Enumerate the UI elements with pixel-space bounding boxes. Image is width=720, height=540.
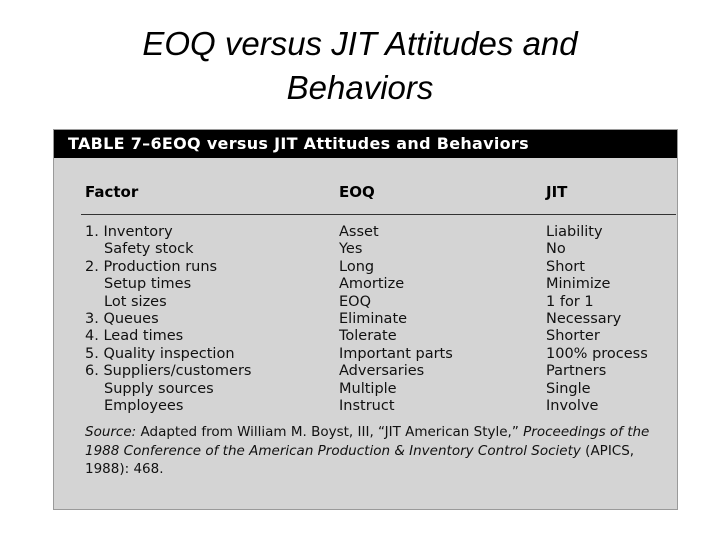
cell-jit: Single (546, 380, 591, 397)
cell-eoq: Asset (339, 224, 379, 240)
cell-jit: Partners (546, 363, 607, 380)
table-row: 1. Inventory Asset Liability (54, 224, 677, 241)
cell-eoq: Multiple (339, 380, 397, 397)
cell-jit: Liability (546, 224, 603, 240)
header-factor: Factor (85, 183, 139, 201)
source-text-2: (APICS, 1988): 468. (85, 442, 635, 478)
slide-title: EOQ versus JIT Attitudes and Behaviors (0, 22, 720, 110)
cell-eoq: Tolerate (339, 328, 397, 345)
table-row: Safety stock Yes No (54, 241, 677, 258)
cell-factor: Safety stock (104, 241, 194, 258)
table-row: 6. Suppliers/customers Adversaries Partner… (54, 363, 677, 380)
source-label: Source: (85, 424, 137, 440)
table-row: Setup times Amortize Minimize (54, 276, 677, 293)
header-eoq: EOQ (339, 183, 375, 201)
table-body: 1. Inventory Asset Liability Safety stock Ye… (54, 224, 677, 415)
cell-eoq: Long (339, 258, 375, 275)
cell-jit: 1 for 1 (546, 293, 594, 310)
cell-jit: Short (546, 258, 585, 275)
header-jit: JIT (546, 183, 568, 201)
cell-jit: Minimize (546, 276, 611, 293)
slide-title-line-1: EOQ versus JIT Attitudes and (142, 25, 578, 62)
table-row: 5. Quality inspection Important parts 100%… (54, 346, 677, 363)
cell-eoq: Amortize (339, 276, 405, 293)
header-divider (81, 214, 676, 215)
cell-jit: No (546, 241, 566, 258)
table-caption: TABLE 7–6EOQ versus JIT Attitudes and Be… (54, 130, 677, 158)
cell-jit: 100% process (546, 345, 648, 362)
source-note: Source: Adapted from William M. Boyst, I… (85, 423, 660, 479)
source-publication: Proceedings of the 1988 Conference of th… (85, 424, 650, 459)
cell-eoq: Adversaries (339, 363, 425, 380)
cell-factor: Supply sources (104, 380, 214, 397)
cell-eoq: Eliminate (339, 310, 408, 327)
cell-factor: Setup times (104, 276, 192, 293)
cell-eoq: Yes (339, 241, 363, 258)
cell-factor: 4. Lead times (85, 328, 184, 345)
table-row: Lot sizes EOQ 1 for 1 (54, 294, 677, 311)
table-row: Employees Instruct Involve (54, 398, 677, 415)
cell-factor: 2. Production runs (85, 258, 218, 275)
cell-jit: Shorter (546, 328, 600, 345)
table-row: 4. Lead times Tolerate Shorter (54, 328, 677, 345)
cell-factor: 1. Inventory (85, 224, 173, 240)
table-row: 3. Queues Eliminate Necessary (54, 311, 677, 328)
slide-title-line-2: Behaviors (286, 69, 434, 106)
cell-eoq: EOQ (339, 293, 371, 310)
eoq-jit-table: TABLE 7–6EOQ versus JIT Attitudes and Be… (53, 129, 678, 510)
cell-eoq: Important parts (339, 345, 453, 362)
cell-factor: 3. Queues (85, 310, 159, 327)
cell-factor: 6. Suppliers/customers (85, 363, 252, 380)
cell-jit: Necessary (546, 310, 622, 327)
source-text-1: Adapted from William M. Boyst, III, “JIT… (136, 424, 524, 440)
table-row: Supply sources Multiple Single (54, 381, 677, 398)
cell-jit: Involve (546, 397, 599, 414)
cell-factor: Lot sizes (104, 293, 167, 310)
cell-eoq: Instruct (339, 397, 395, 414)
cell-factor: 5. Quality inspection (85, 345, 235, 362)
table-row: 2. Production runs Long Short (54, 259, 677, 276)
cell-factor: Employees (104, 397, 184, 414)
